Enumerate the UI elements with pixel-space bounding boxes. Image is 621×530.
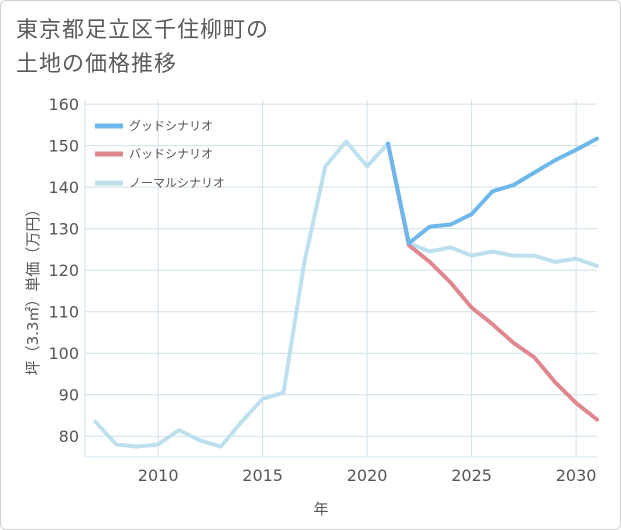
x-tick-label: 2010 [138, 466, 179, 485]
x-tick-label: 2020 [347, 466, 388, 485]
y-tick-label: 160 [48, 95, 79, 114]
chart-title-line2: 土地の価格推移 [16, 52, 178, 77]
series-line-bad [386, 141, 599, 422]
series-line-good [386, 136, 599, 246]
x-tick-label: 2015 [242, 466, 283, 485]
y-tick-label: 130 [48, 220, 79, 239]
y-tick-label: 90 [59, 386, 79, 405]
legend-label: グッドシナリオ [129, 119, 213, 133]
legend-label: バッドシナリオ [129, 147, 213, 161]
x-axis-title: 年 [313, 500, 328, 518]
y-tick-label: 80 [59, 427, 79, 446]
chart-title-line1: 東京都足立区千住柳町の [16, 18, 270, 43]
y-tick-label: 100 [48, 344, 79, 363]
y-axis-title: 坪（3.3㎡）単価（万円） [24, 202, 42, 376]
x-tick-label: 2030 [556, 466, 597, 485]
legend-label: ノーマルシナリオ [129, 176, 225, 190]
chart-title: 東京都足立区千住柳町の 土地の価格推移 [16, 14, 269, 82]
series-line-normal [93, 139, 599, 449]
y-tick-label: 140 [48, 178, 79, 197]
y-tick-label: 120 [48, 261, 79, 280]
y-tick-label: 150 [48, 137, 79, 156]
x-tick-label: 2025 [451, 466, 492, 485]
y-tick-label: 110 [48, 303, 79, 322]
